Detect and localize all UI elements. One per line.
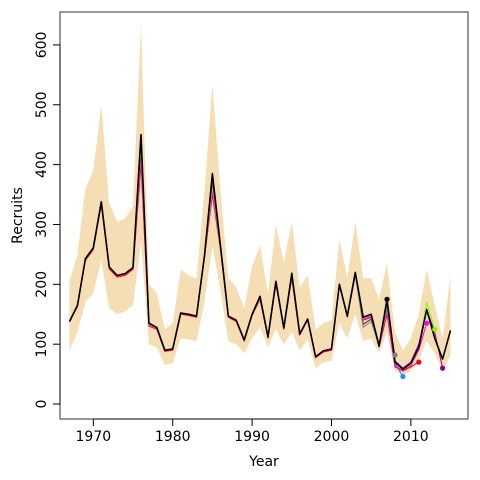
series-endpoint-marker-6 bbox=[392, 352, 398, 358]
y-tick-label: 600 bbox=[34, 32, 50, 59]
y-tick-label: 300 bbox=[34, 211, 50, 238]
series-endpoint-marker-5 bbox=[440, 365, 446, 371]
series-endpoint-marker-1 bbox=[416, 359, 422, 365]
x-tick-label: 1980 bbox=[155, 429, 191, 445]
x-tick-label: 2010 bbox=[393, 429, 429, 445]
series-endpoint-marker-4 bbox=[432, 326, 438, 332]
y-tick-label: 500 bbox=[34, 91, 50, 118]
series-endpoint-marker-2 bbox=[400, 373, 406, 380]
x-tick-label: 1990 bbox=[234, 429, 270, 445]
uncertainty-band bbox=[69, 24, 451, 376]
x-axis: 1970 1980 1990 2000 2010 bbox=[76, 418, 429, 445]
y-tick-label: 200 bbox=[34, 271, 50, 298]
x-axis-label: Year bbox=[248, 454, 279, 470]
y-axis: 0 100 200 300 400 500 600 bbox=[34, 32, 61, 409]
series-endpoint-marker-3 bbox=[424, 320, 430, 326]
series-marker-black bbox=[384, 296, 390, 302]
y-tick-label: 0 bbox=[34, 400, 50, 409]
x-tick-label: 1970 bbox=[76, 429, 112, 445]
y-axis-label: Recruits bbox=[10, 187, 26, 244]
series-layer bbox=[68, 133, 452, 377]
endpoint-markers-layer bbox=[384, 296, 446, 380]
y-tick-label: 400 bbox=[34, 151, 50, 178]
uncertainty-band-layer bbox=[69, 24, 451, 376]
x-tick-label: 2000 bbox=[314, 429, 350, 445]
y-tick-label: 100 bbox=[34, 331, 50, 358]
